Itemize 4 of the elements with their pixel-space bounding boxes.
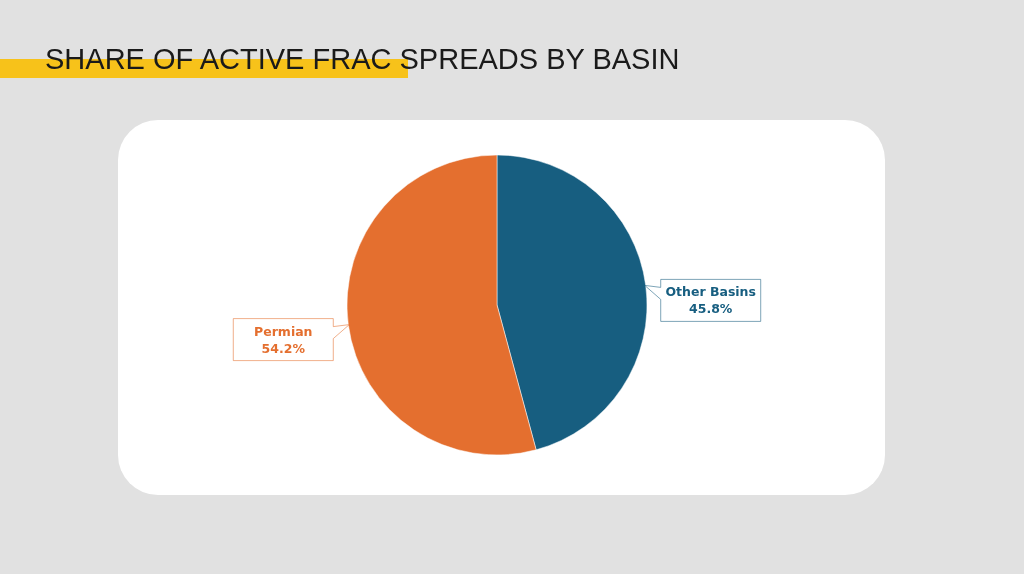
data-label: 54.2% [261, 340, 306, 356]
slice-label: Permian [254, 323, 313, 339]
data-label: 45.8% [689, 301, 733, 317]
slice-label: Other Basins [665, 284, 756, 300]
